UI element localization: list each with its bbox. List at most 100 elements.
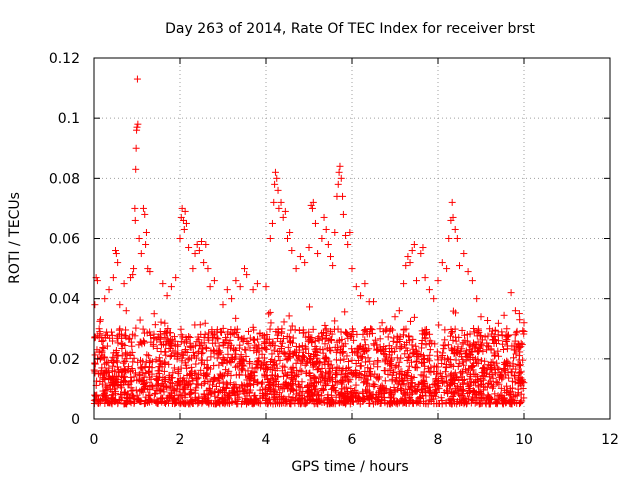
data-point <box>425 286 433 294</box>
data-point <box>448 198 456 206</box>
data-point-band <box>239 366 247 374</box>
data-point <box>253 280 261 288</box>
data-point-band <box>107 328 115 336</box>
data-point-band <box>278 367 286 375</box>
data-point-band <box>336 356 344 364</box>
data-point-band <box>201 319 209 327</box>
data-point-band <box>289 334 297 342</box>
data-point-band <box>285 312 293 320</box>
data-point-band <box>519 327 527 335</box>
data-point <box>305 244 313 252</box>
data-point-band <box>162 351 170 359</box>
data-point <box>135 235 143 242</box>
data-point <box>281 207 289 215</box>
data-point <box>357 292 365 300</box>
data-point <box>159 280 167 288</box>
data-point <box>322 225 330 233</box>
data-point <box>132 165 140 173</box>
data-point-band <box>348 356 356 364</box>
data-point-band <box>202 343 210 351</box>
data-point-band <box>434 356 442 364</box>
y-tick-label: 0.1 <box>58 111 80 127</box>
data-point <box>270 198 278 206</box>
data-point <box>314 250 322 258</box>
data-point-band <box>307 376 315 384</box>
data-point <box>105 286 113 294</box>
data-point <box>284 235 291 242</box>
chart-title: Day 263 of 2014, Rate Of TEC Index for r… <box>165 21 535 37</box>
data-point-band <box>249 336 257 344</box>
data-point <box>163 292 171 300</box>
data-point-band <box>332 370 340 378</box>
data-point-band <box>294 371 302 379</box>
data-point <box>122 307 130 315</box>
data-point-band <box>384 333 392 341</box>
data-point-band <box>459 339 467 347</box>
data-point-band <box>196 321 204 329</box>
data-point-band <box>435 385 443 393</box>
data-point-band <box>205 329 213 337</box>
data-point-band <box>232 314 240 322</box>
data-point-band <box>113 358 121 366</box>
data-point <box>150 310 158 318</box>
data-point-band <box>278 339 286 347</box>
data-point-band <box>243 381 251 389</box>
data-point-band <box>438 359 446 367</box>
data-point <box>456 262 463 270</box>
data-point-band <box>419 372 427 380</box>
data-point <box>189 265 197 273</box>
data-point <box>176 235 184 242</box>
data-point-band <box>381 377 389 385</box>
data-point-band <box>119 340 127 348</box>
data-point <box>296 253 304 261</box>
data-point-band <box>123 393 131 401</box>
x-axis-label: GPS time / hours <box>291 459 408 475</box>
data-point-band <box>492 400 500 408</box>
data-point <box>292 265 300 273</box>
data-point-band <box>331 387 339 395</box>
data-point <box>137 250 145 258</box>
data-point-band <box>294 356 302 364</box>
data-point <box>288 247 296 255</box>
data-point <box>96 316 104 324</box>
data-point <box>133 123 141 131</box>
data-point <box>200 259 208 267</box>
data-point <box>206 283 214 291</box>
data-point-band <box>505 374 513 382</box>
data-point <box>335 168 343 176</box>
data-point <box>301 259 309 267</box>
data-point-band <box>370 340 378 348</box>
data-point <box>336 162 344 170</box>
data-point <box>228 295 236 303</box>
data-point <box>232 277 240 285</box>
data-point-band <box>368 329 376 337</box>
data-point-band <box>517 361 525 369</box>
data-point <box>286 228 294 236</box>
data-point-band <box>481 357 489 365</box>
data-point-band <box>246 344 254 352</box>
data-point-band <box>235 371 243 379</box>
data-point-band <box>402 344 410 352</box>
data-point <box>180 225 188 233</box>
data-point-band <box>296 366 304 374</box>
data-point <box>443 265 451 273</box>
data-point <box>464 268 472 276</box>
data-point-band <box>153 376 161 384</box>
data-point <box>116 301 124 309</box>
data-point-band <box>136 316 144 324</box>
data-point <box>114 259 122 267</box>
data-point <box>131 204 139 212</box>
data-point-band <box>422 341 430 349</box>
data-point-band <box>429 381 437 389</box>
data-point <box>339 192 347 200</box>
data-point <box>134 120 142 128</box>
data-point-band <box>227 359 235 367</box>
data-point <box>400 280 408 288</box>
data-point <box>91 301 99 309</box>
data-point <box>324 241 332 249</box>
data-point-band <box>245 327 253 335</box>
data-point-band <box>114 339 122 347</box>
data-point <box>219 301 227 309</box>
data-point <box>198 238 205 246</box>
